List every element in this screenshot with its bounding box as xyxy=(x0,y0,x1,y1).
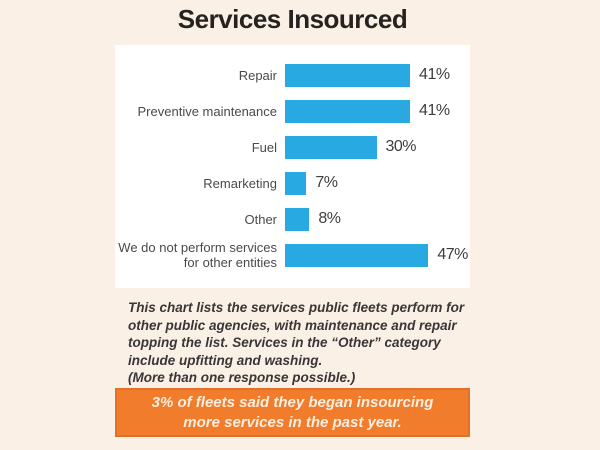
bar xyxy=(285,135,377,159)
value-label: 41% xyxy=(419,66,450,83)
bar xyxy=(285,243,429,267)
category-label: Preventive maintenance xyxy=(137,103,277,119)
category-label: Repair xyxy=(238,67,277,83)
value-label: 47% xyxy=(437,246,468,263)
bar xyxy=(285,207,310,231)
chart-row: Fuel 30% xyxy=(115,129,470,165)
banner-line-2: more services in the past year. xyxy=(183,413,402,431)
bar xyxy=(285,63,411,87)
chart-panel: Repair 41% Preventive maintenance 41% Fuel 30… xyxy=(115,45,470,288)
value-label: 30% xyxy=(385,138,417,155)
caption-body: This chart lists the services public fle… xyxy=(128,300,465,368)
chart-row: Repair 41% xyxy=(115,57,470,93)
value-label: 41% xyxy=(419,102,450,119)
category-label: Other xyxy=(244,211,277,227)
category-label: Remarketing xyxy=(203,175,277,191)
category-label: Fuel xyxy=(251,139,277,155)
bar xyxy=(285,99,411,123)
chart-caption: This chart lists the services public fle… xyxy=(128,299,473,387)
bar xyxy=(285,171,307,195)
value-label: 7% xyxy=(315,174,338,191)
chart-row: Remarketing 7% xyxy=(115,165,470,201)
caption-note: (More than one response possible.) xyxy=(128,370,356,385)
banner-line-1: 3% of fleets said they began insourcing xyxy=(151,393,434,411)
chart-row: We do not perform services for other ent… xyxy=(115,237,470,273)
bar-chart: Repair 41% Preventive maintenance 41% Fuel 30… xyxy=(115,57,470,273)
content-column: Services Insourced Repair 41% Preventive m… xyxy=(115,0,473,437)
chart-title: Services Insourced xyxy=(177,4,408,34)
callout-banner: 3% of fleets said they began insourcing … xyxy=(115,388,470,437)
chart-row: Preventive maintenance 41% xyxy=(115,93,470,129)
category-label: We do not perform services for other ent… xyxy=(118,240,277,270)
chart-row: Other 8% xyxy=(115,201,470,237)
value-label: 8% xyxy=(318,210,341,227)
